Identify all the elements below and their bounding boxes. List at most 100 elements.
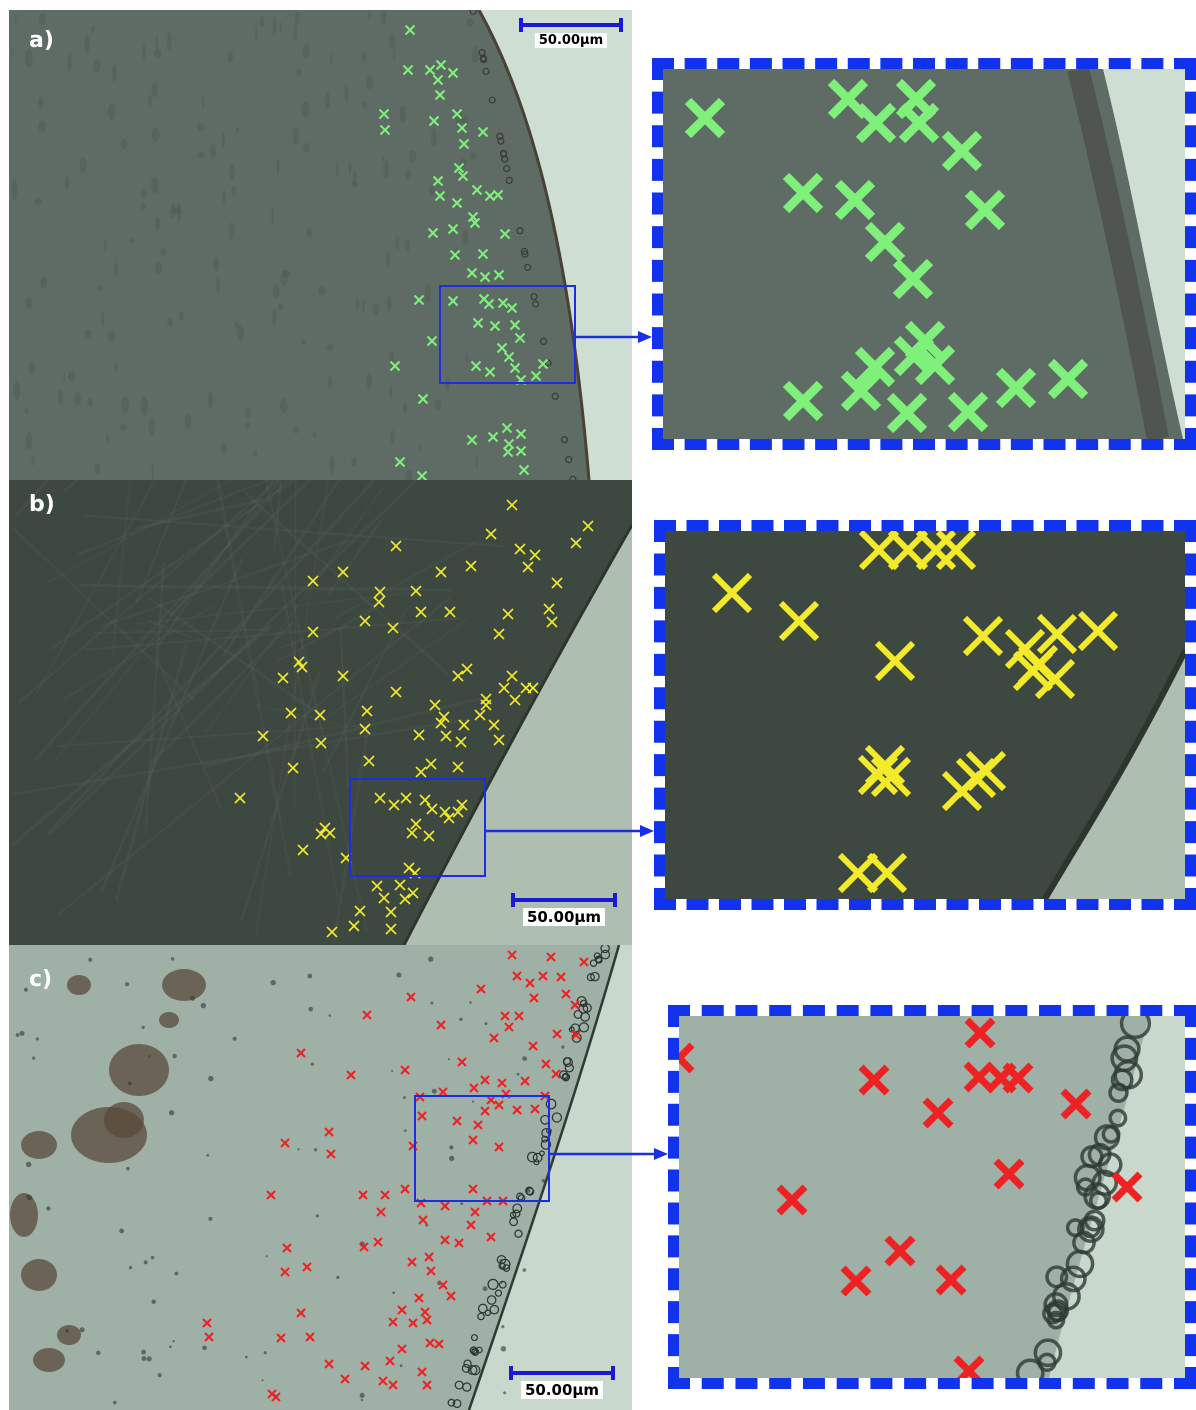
yellow-x-marker <box>502 608 514 620</box>
green-x-marker <box>378 108 390 120</box>
yellow-x-marker <box>498 682 510 694</box>
red-x-marker <box>1002 1062 1034 1094</box>
yellow-x-marker <box>394 879 406 891</box>
red-x-marker <box>858 1064 890 1096</box>
yellow-x-marker <box>522 561 534 573</box>
red-x-marker <box>326 1149 336 1159</box>
green-x-marker <box>432 175 444 187</box>
yellow-x-marker <box>452 761 464 773</box>
micrograph-image-a <box>9 10 632 480</box>
green-x-marker <box>782 380 824 422</box>
green-x-marker <box>947 391 989 433</box>
green-x-marker <box>453 162 465 174</box>
yellow-x-marker <box>373 596 385 608</box>
green-x-marker <box>466 267 478 279</box>
yellow-x-marker <box>406 827 418 839</box>
red-x-marker <box>359 1242 369 1252</box>
yellow-x-marker <box>465 560 477 572</box>
yellow-x-marker <box>435 717 447 729</box>
red-x-marker <box>346 1070 356 1080</box>
yellow-x-marker <box>413 729 425 741</box>
red-x-marker <box>422 1380 432 1390</box>
red-x-marker <box>376 1207 386 1217</box>
roi-box-b <box>349 778 486 877</box>
red-x-marker <box>438 1087 448 1097</box>
green-x-marker <box>449 249 461 261</box>
red-x-marker <box>571 1030 581 1040</box>
red-x-marker <box>512 971 522 981</box>
red-x-marker <box>296 1308 306 1318</box>
red-x-marker <box>400 1065 410 1075</box>
yellow-x-marker <box>385 923 397 935</box>
yellow-x-marker <box>371 880 383 892</box>
green-x-marker <box>447 67 459 79</box>
yellow-x-marker <box>874 640 916 682</box>
red-x-marker <box>473 1120 483 1130</box>
green-x-marker <box>864 221 906 263</box>
yellow-x-marker <box>354 905 366 917</box>
green-x-marker <box>470 360 482 372</box>
yellow-x-marker <box>410 585 422 597</box>
yellow-x-marker <box>551 577 563 589</box>
scale-bar-label-a: 50.00µm <box>534 33 608 48</box>
red-x-marker <box>538 971 548 981</box>
yellow-x-marker <box>363 755 375 767</box>
zoom-inset-a <box>652 58 1196 450</box>
red-x-marker <box>436 1020 446 1030</box>
yellow-x-marker <box>374 586 386 598</box>
red-x-marker <box>373 1237 383 1247</box>
green-x-marker <box>451 108 463 120</box>
panel-label-b: b) <box>29 492 55 517</box>
yellow-x-marker <box>506 670 518 682</box>
green-x-marker <box>458 138 470 150</box>
green-x-marker <box>964 189 1006 231</box>
yellow-x-marker <box>711 572 753 614</box>
red-x-marker <box>271 1392 281 1402</box>
yellow-x-marker <box>543 603 555 615</box>
red-x-marker <box>520 1076 530 1086</box>
red-x-marker <box>528 1041 538 1051</box>
red-x-marker <box>420 1307 430 1317</box>
red-x-marker <box>468 1184 478 1194</box>
micrograph-panel-b: b) 50.00µm <box>9 480 632 945</box>
yellow-x-marker <box>582 520 594 532</box>
green-x-marker <box>493 269 505 281</box>
green-x-marker <box>502 446 514 458</box>
red-x-marker <box>964 1017 996 1049</box>
red-x-marker <box>551 1069 561 1079</box>
green-x-marker <box>434 89 446 101</box>
yellow-x-marker <box>444 606 456 618</box>
red-x-marker <box>497 1078 507 1088</box>
green-x-marker <box>477 248 489 260</box>
red-x-marker <box>418 1215 428 1225</box>
green-x-marker <box>447 295 459 307</box>
yellow-x-marker <box>429 699 441 711</box>
green-x-marker <box>914 344 956 386</box>
green-x-marker <box>479 271 491 283</box>
red-x-marker <box>417 1111 427 1121</box>
red-x-marker <box>546 952 556 962</box>
red-x-marker <box>1111 1171 1143 1203</box>
green-x-marker <box>487 431 499 443</box>
green-x-marker <box>477 126 489 138</box>
green-x-marker <box>509 362 521 374</box>
red-x-marker <box>514 1011 524 1021</box>
yellow-x-marker <box>778 600 820 642</box>
zoom-inset-b <box>654 520 1196 910</box>
green-x-marker <box>503 351 515 363</box>
green-x-marker <box>471 184 483 196</box>
yellow-x-marker <box>438 711 450 723</box>
red-x-marker <box>388 1380 398 1390</box>
red-x-marker <box>424 1252 434 1262</box>
red-x-marker <box>470 1207 480 1217</box>
yellow-x-marker <box>296 661 308 673</box>
green-x-marker <box>515 445 527 457</box>
yellow-x-marker <box>1034 658 1076 700</box>
green-x-marker <box>501 422 513 434</box>
red-x-marker <box>525 978 535 988</box>
yellow-x-marker <box>456 799 468 811</box>
yellow-x-marker <box>506 499 518 511</box>
yellow-x-marker <box>385 906 397 918</box>
green-x-marker <box>497 297 509 309</box>
red-x-marker <box>358 1190 368 1200</box>
